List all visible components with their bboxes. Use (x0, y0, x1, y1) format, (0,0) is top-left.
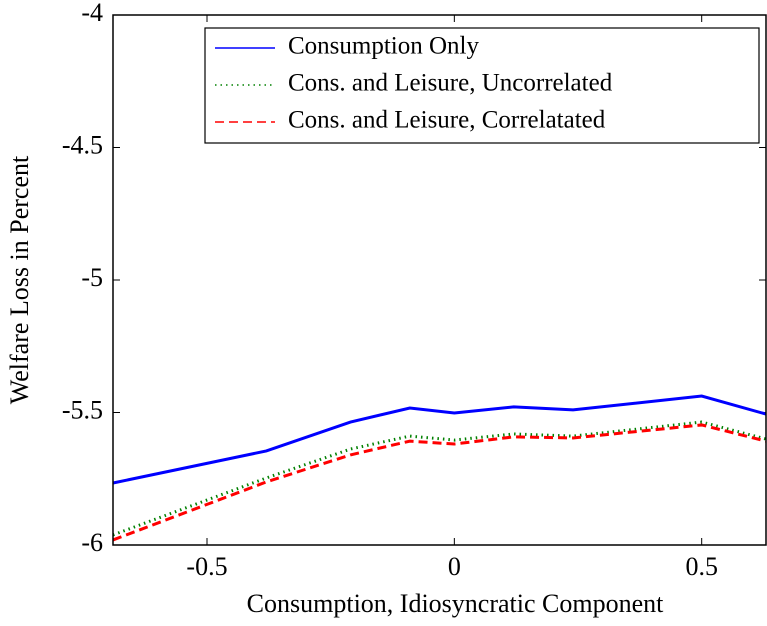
legend-label: Consumption Only (288, 33, 479, 60)
legend: Consumption Only Cons. and Leisure, Uncor… (204, 27, 760, 144)
legend-box (204, 27, 760, 144)
x-axis-label: Consumption, Idiosyncratic Component (247, 589, 664, 618)
line-series (112, 420, 767, 537)
y-tick-label: -5.5 (62, 395, 103, 424)
legend-label: Cons. and Leisure, Correlatated (288, 107, 606, 134)
x-tick-label: 0.5 (685, 552, 718, 581)
y-axis-label: Welfare Loss in Percent (5, 155, 34, 404)
plot-frame (112, 14, 767, 546)
x-tick-label: 0 (448, 552, 461, 581)
line-series (112, 423, 767, 542)
x-tick-label: -0.5 (186, 552, 227, 581)
legend-label: Cons. and Leisure, Uncorrelated (288, 70, 613, 97)
y-tick-label: -4.5 (62, 130, 103, 159)
line-series (112, 394, 767, 485)
y-tick-label: -5 (81, 263, 103, 292)
y-tick-label: -4 (81, 0, 103, 27)
y-tick-label: -6 (81, 528, 103, 557)
